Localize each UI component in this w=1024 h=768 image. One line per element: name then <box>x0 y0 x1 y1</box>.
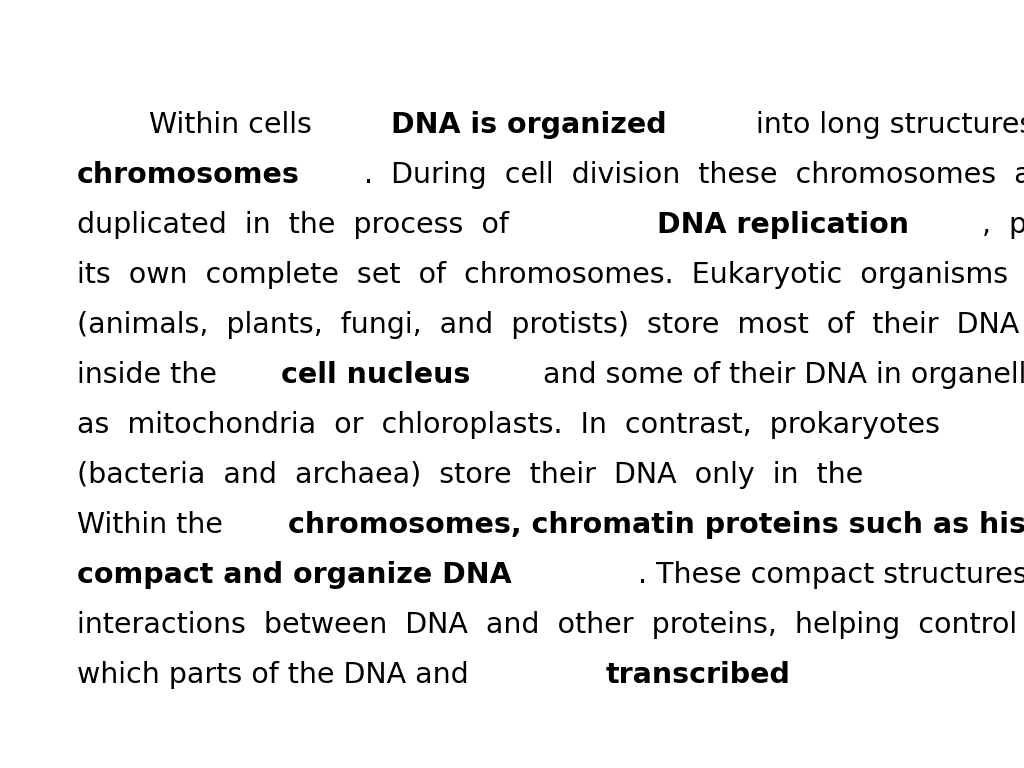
Text: DNA replication: DNA replication <box>657 211 909 240</box>
Text: as  mitochondria  or  chloroplasts.  In  contrast,  prokaryotes: as mitochondria or chloroplasts. In cont… <box>77 412 940 439</box>
Text: transcribed: transcribed <box>605 661 791 690</box>
Text: its  own  complete  set  of  chromosomes.  Eukaryotic  organisms: its own complete set of chromosomes. Euk… <box>77 261 1008 290</box>
Text: duplicated  in  the  process  of: duplicated in the process of <box>77 211 526 240</box>
Text: Within cells: Within cells <box>77 111 321 139</box>
Text: chromosomes, chromatin proteins such as histones: chromosomes, chromatin proteins such as … <box>288 511 1024 539</box>
Text: cell nucleus: cell nucleus <box>281 362 470 389</box>
Text: (animals,  plants,  fungi,  and  protists)  store  most  of  their  DNA: (animals, plants, fungi, and protists) s… <box>77 311 1019 339</box>
Text: DNA is organized: DNA is organized <box>391 111 667 139</box>
Text: (bacteria  and  archaea)  store  their  DNA  only  in  the: (bacteria and archaea) store their DNA o… <box>77 462 881 489</box>
Text: which parts of the DNA and: which parts of the DNA and <box>77 661 486 690</box>
Text: chromosomes: chromosomes <box>77 161 300 190</box>
Text: . These compact structures guide the: . These compact structures guide the <box>638 561 1024 589</box>
Text: compact and organize DNA: compact and organize DNA <box>77 561 511 589</box>
Text: ,  providing  each  cell: , providing each cell <box>982 211 1024 240</box>
Text: into long structures called: into long structures called <box>748 111 1024 139</box>
Text: and some of their DNA in organelles, such: and some of their DNA in organelles, suc… <box>525 362 1024 389</box>
Text: .  During  cell  division  these  chromosomes  are: . During cell division these chromosomes… <box>365 161 1024 190</box>
Text: Within the: Within the <box>77 511 241 539</box>
Text: inside the: inside the <box>77 362 234 389</box>
Text: interactions  between  DNA  and  other  proteins,  helping  control: interactions between DNA and other prote… <box>77 611 1017 639</box>
